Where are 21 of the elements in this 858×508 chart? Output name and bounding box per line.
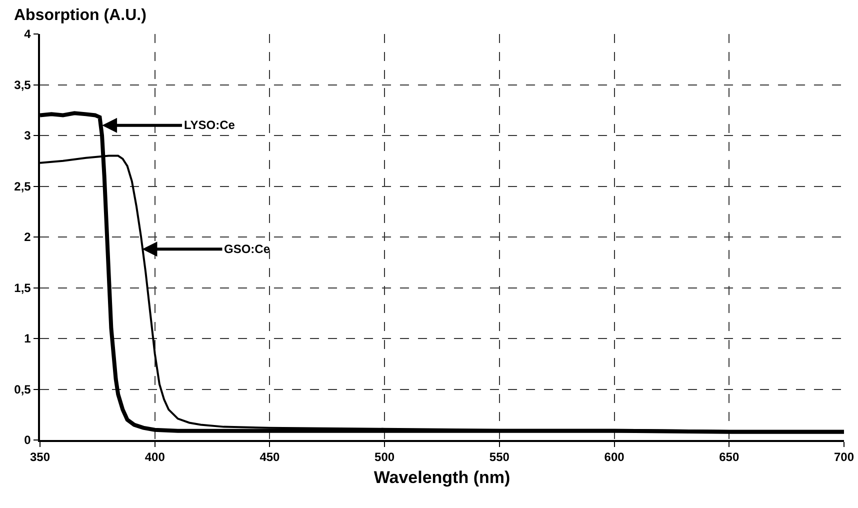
y-tick-label: 2 — [24, 230, 32, 244]
y-tick-label: 3,5 — [14, 78, 32, 92]
y-tick-label: 1 — [24, 332, 32, 346]
x-tick-label: 650 — [719, 450, 740, 464]
annotation: LYSO:Ce — [184, 118, 236, 132]
x-tick-label: 550 — [489, 450, 510, 464]
y-tick-label: 1,5 — [14, 280, 32, 295]
x-tick-label: 600 — [604, 450, 625, 464]
y-tick-label: 4 — [24, 27, 32, 42]
x-tick-label: 350 — [30, 450, 50, 464]
x-tick-label: 500 — [374, 450, 395, 464]
x-tick-label: 400 — [144, 450, 166, 464]
y-tick-label: 3 — [24, 128, 32, 143]
y-tick-label: 2,5 — [14, 179, 32, 194]
y-tick-label: 0 — [24, 433, 32, 448]
annotation: GSO:Ce — [224, 242, 270, 256]
x-tick-label: 700 — [834, 450, 854, 464]
y-axis-title: Absorption (A.U.) — [14, 7, 146, 24]
y-tick-label: 0,5 — [14, 382, 32, 396]
x-axis-title: Wavelength (nm) — [374, 468, 510, 488]
x-tick-label: 450 — [260, 450, 280, 464]
